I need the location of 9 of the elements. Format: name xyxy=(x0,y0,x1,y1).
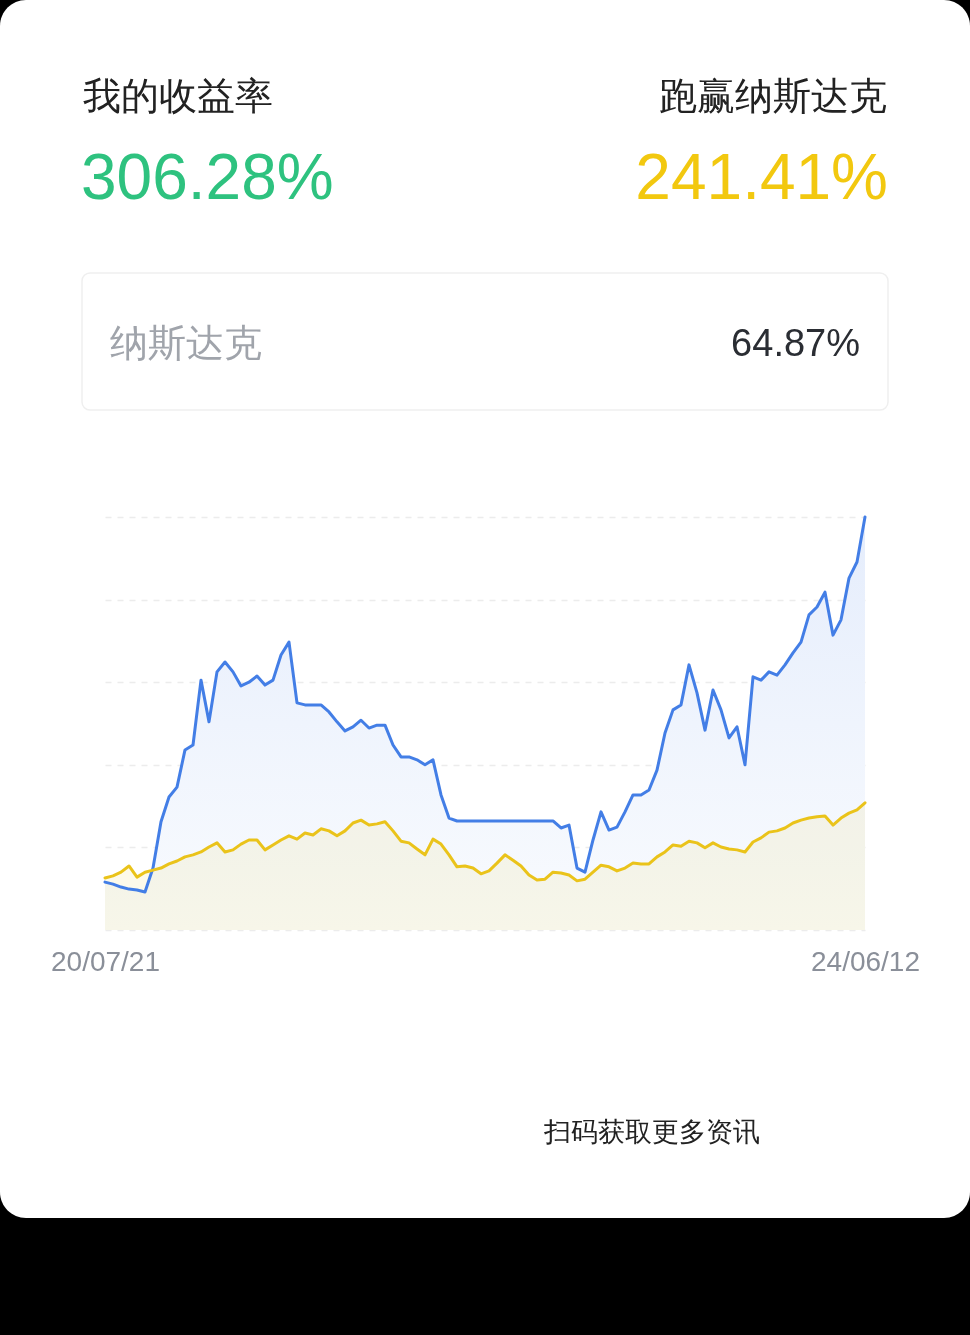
text: 306.28% xyxy=(81,141,334,213)
x-tick-label: 20/07/21 xyxy=(51,945,160,977)
text: 241.41% xyxy=(635,141,888,213)
x-tick-label: 24/06/12 xyxy=(811,945,920,977)
text: 纳斯达克 xyxy=(110,321,262,365)
text: 64.87% xyxy=(731,322,860,364)
text: 扫码获取更多资讯 xyxy=(543,1116,760,1147)
text: 跑赢纳斯达克 xyxy=(659,74,887,118)
text: 我的收益率 xyxy=(83,74,273,118)
